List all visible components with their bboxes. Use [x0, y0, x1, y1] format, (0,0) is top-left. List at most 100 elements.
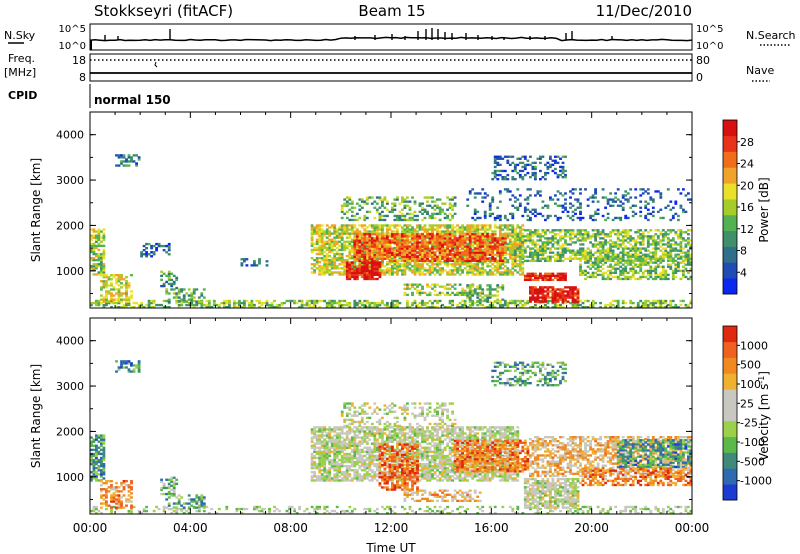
data-cell	[504, 235, 507, 237]
data-cell	[439, 198, 442, 200]
data-cell	[326, 265, 329, 267]
data-cell	[439, 207, 442, 209]
data-cell	[486, 237, 489, 239]
data-cell	[431, 213, 434, 215]
data-cell	[521, 273, 524, 275]
data-cell	[100, 294, 103, 296]
data-cell	[103, 296, 106, 298]
data-cell	[120, 294, 123, 296]
data-cell	[461, 241, 464, 243]
data-cell	[529, 164, 532, 166]
data-cell	[416, 235, 419, 237]
data-cell	[318, 273, 321, 275]
data-cell	[506, 162, 509, 164]
data-cell	[682, 260, 685, 262]
data-cell	[316, 241, 319, 243]
data-cell	[479, 294, 482, 296]
data-cell	[597, 247, 600, 249]
data-cell	[188, 299, 191, 301]
data-cell	[333, 224, 336, 226]
data-cell	[379, 196, 382, 198]
data-cell	[351, 233, 354, 235]
data-cell	[501, 304, 504, 306]
data-cell	[474, 219, 477, 221]
data-cell	[632, 270, 635, 272]
data-cell	[486, 263, 489, 265]
data-cell	[527, 277, 530, 279]
data-cell	[100, 261, 103, 263]
data-cell	[404, 267, 407, 269]
data-cell	[444, 226, 447, 228]
data-cell	[539, 260, 542, 262]
data-cell	[168, 292, 171, 294]
data-cell	[514, 300, 517, 302]
data-cell	[489, 288, 492, 290]
data-cell	[489, 228, 492, 230]
data-cell	[647, 278, 650, 280]
data-cell	[459, 254, 462, 256]
data-cell	[371, 278, 374, 280]
data-cell	[680, 229, 683, 231]
data-cell	[484, 299, 487, 301]
data-cell	[100, 288, 103, 290]
data-cell	[501, 263, 504, 265]
data-cell	[175, 294, 178, 296]
data-cell	[333, 230, 336, 232]
data-cell	[554, 162, 557, 164]
data-cell	[419, 269, 422, 271]
data-cell	[95, 253, 98, 255]
data-cell	[384, 237, 387, 239]
data-cell	[649, 274, 652, 276]
data-cell	[421, 219, 424, 221]
data-cell	[115, 288, 118, 290]
data-cell	[481, 245, 484, 247]
data-cell	[562, 260, 565, 262]
data-cell	[584, 252, 587, 254]
data-cell	[158, 245, 161, 247]
data-cell	[363, 239, 366, 241]
nsky-tick-bottom: 10^0	[59, 41, 86, 52]
data-cell	[386, 267, 389, 269]
data-cell	[331, 243, 334, 245]
data-cell	[539, 239, 542, 241]
data-cell	[662, 233, 665, 235]
data-cell	[534, 279, 537, 281]
data-cell	[185, 301, 188, 303]
data-cell	[411, 292, 414, 294]
data-cell	[589, 276, 592, 278]
data-cell	[368, 270, 371, 272]
data-cell	[662, 237, 665, 239]
data-cell	[404, 273, 407, 275]
data-cell	[644, 254, 647, 256]
data-cell	[434, 258, 437, 260]
data-cell	[421, 263, 424, 265]
data-cell	[426, 260, 429, 262]
data-cell	[366, 196, 369, 198]
data-cell	[373, 207, 376, 209]
data-cell	[521, 258, 524, 260]
data-cell	[411, 237, 414, 239]
data-cell	[419, 284, 422, 286]
data-cell	[461, 263, 464, 265]
data-cell	[431, 261, 434, 263]
data-cell	[348, 251, 351, 253]
data-cell	[389, 211, 392, 213]
data-cell	[456, 239, 459, 241]
data-cell	[529, 252, 532, 254]
data-cell	[311, 226, 314, 228]
data-cell	[617, 239, 620, 241]
data-cell	[454, 226, 457, 228]
data-cell	[599, 270, 602, 272]
data-cell	[128, 282, 131, 284]
data-cell	[396, 273, 399, 275]
data-cell	[481, 265, 484, 267]
data-cell	[629, 247, 632, 249]
data-cell	[634, 255, 637, 257]
data-cell	[343, 230, 346, 232]
data-cell	[664, 256, 667, 258]
data-cell	[459, 239, 462, 241]
data-cell	[110, 294, 113, 296]
data-cell	[411, 271, 414, 273]
data-cell	[489, 292, 492, 294]
data-cell	[459, 273, 462, 275]
